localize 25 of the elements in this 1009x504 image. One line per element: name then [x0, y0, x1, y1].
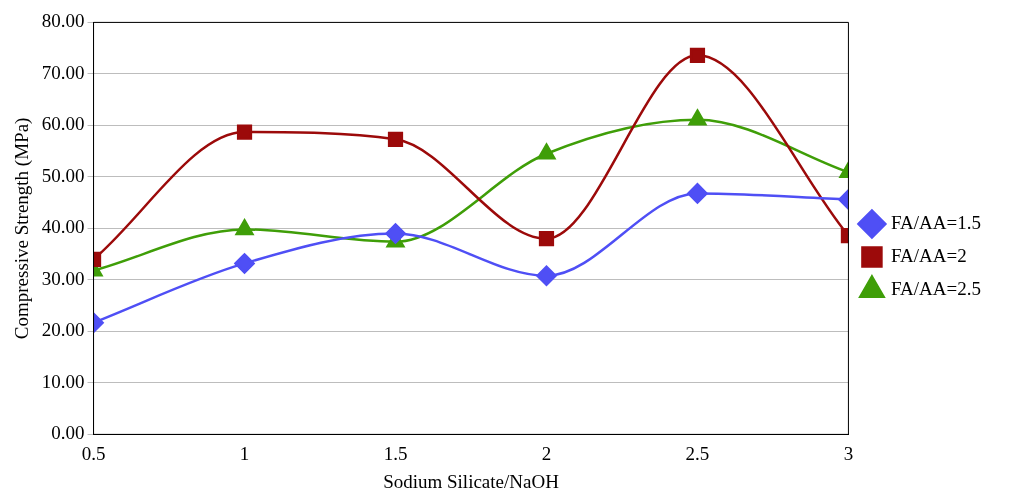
point: [537, 143, 556, 160]
y-tick-label: 80.00: [41, 10, 85, 32]
y-tick-label: 70.00: [41, 61, 85, 83]
point: [536, 265, 557, 287]
y-tick-label: 60.00: [41, 113, 85, 135]
x-tick-label: 3: [843, 442, 854, 464]
y-axis-title: Compressive Strength (MPa): [11, 117, 34, 340]
point: [385, 223, 406, 244]
x-tick-label: 0.5: [81, 442, 106, 464]
legend-label: FA/AA=2.5: [890, 277, 982, 299]
y-tick-label: 40.00: [41, 216, 85, 238]
legend-label: FA/AA=1.5: [890, 211, 982, 233]
x-axis-title: Sodium Silicate/NaOH: [383, 470, 560, 492]
y-tick-label: 50.00: [41, 164, 85, 186]
x-tick-label: 1.5: [383, 442, 408, 464]
x-tick-label: 2: [541, 442, 552, 464]
point: [387, 131, 404, 147]
y-tick-label: 30.00: [41, 267, 85, 289]
x-tick-label: 2.5: [685, 442, 710, 464]
x-tick-label: 1: [239, 442, 250, 464]
y-tick-label: 0.00: [51, 422, 85, 444]
point: [538, 231, 555, 247]
y-tick-label: 10.00: [41, 370, 85, 392]
legend-label: FA/AA=2: [890, 244, 967, 266]
y-tick-label: 20.00: [41, 319, 85, 341]
